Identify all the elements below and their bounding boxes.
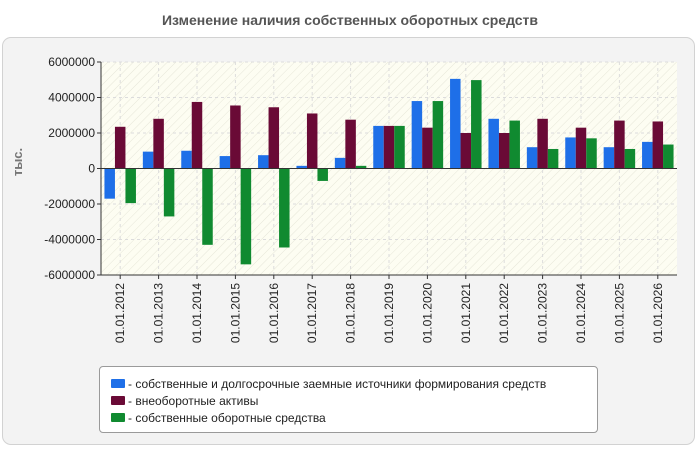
- bar-series-1: [334, 157, 346, 169]
- chart-title: Изменение наличия собственных оборотных …: [161, 12, 539, 28]
- legend-item-working-capital: - собственные оборотные средства: [100, 409, 597, 426]
- chart-legend: - собственные и долгосрочные заемные ист…: [99, 366, 598, 433]
- x-tick-label: 01.01.2019: [382, 283, 396, 343]
- x-tick-label: 01.01.2021: [459, 283, 473, 343]
- bar-series-3: [509, 120, 520, 169]
- bar-series-3: [163, 168, 175, 217]
- bar-series-2: [383, 125, 395, 169]
- x-tick-label: 01.01.2016: [267, 283, 281, 343]
- x-tick-label: 01.01.2025: [612, 283, 626, 343]
- bar-series-3: [624, 148, 636, 169]
- bar-series-2: [460, 133, 472, 169]
- bar-series-3: [279, 168, 290, 248]
- bar-series-1: [603, 147, 615, 169]
- x-tick-label: 01.01.2026: [651, 283, 665, 343]
- x-tick-label: 01.01.2012: [113, 283, 127, 343]
- bar-series-2: [230, 105, 241, 169]
- bar-series-2: [153, 118, 164, 169]
- y-tick-label: 6000000: [48, 55, 95, 69]
- legend-item-sources: - собственные и долгосрочные заемные ист…: [100, 375, 597, 392]
- bar-series-3: [394, 125, 405, 169]
- bar-series-3: [202, 168, 213, 245]
- y-tick-label: 2000000: [48, 126, 95, 140]
- bar-series-1: [450, 78, 461, 169]
- x-tick-label: 01.01.2017: [305, 283, 319, 343]
- bar-series-1: [219, 156, 231, 169]
- bar-series-2: [268, 107, 280, 169]
- legend-label-noncurrent-assets: - внеоборотные активы: [128, 393, 259, 408]
- bar-series-3: [125, 168, 136, 204]
- legend-swatch-noncurrent-assets: [111, 396, 125, 405]
- legend-swatch-sources: [111, 379, 125, 388]
- x-tick-label: 01.01.2014: [190, 283, 204, 343]
- y-tick-label: 4000000: [48, 91, 95, 105]
- bar-series-1: [181, 150, 192, 169]
- bar-series-1: [411, 101, 423, 169]
- y-tick-label: -6000000: [44, 268, 95, 282]
- bar-series-1: [642, 141, 653, 169]
- x-tick-label: 01.01.2020: [420, 283, 434, 343]
- bar-series-3: [240, 168, 252, 265]
- bar-series-1: [526, 147, 538, 169]
- bar-series-2: [498, 133, 510, 169]
- y-axis-title: тыс.: [10, 148, 25, 176]
- legend-item-noncurrent-assets: - внеоборотные активы: [100, 392, 597, 409]
- bar-series-1: [373, 125, 384, 169]
- x-tick-label: 01.01.2023: [536, 283, 550, 343]
- bar-series-1: [488, 118, 499, 169]
- y-tick-label: -2000000: [44, 197, 95, 211]
- bar-series-2: [537, 118, 548, 169]
- bar-series-1: [296, 165, 307, 169]
- bar-series-3: [586, 138, 597, 169]
- y-tick-label: -4000000: [44, 233, 95, 247]
- bar-series-2: [114, 126, 126, 169]
- bar-series-3: [432, 101, 444, 169]
- bar-series-3: [547, 148, 559, 169]
- bar-series-3: [663, 144, 674, 169]
- bar-series-1: [258, 155, 269, 169]
- bar-series-1: [142, 151, 154, 169]
- bar-series-1: [565, 137, 576, 169]
- legend-label-sources: - собственные и долгосрочные заемные ист…: [128, 376, 547, 391]
- bar-series-3: [471, 80, 482, 169]
- bar-series-2: [306, 113, 318, 169]
- bar-series-1: [104, 168, 115, 199]
- x-tick-label: 01.01.2015: [228, 283, 242, 343]
- y-tick-label: 0: [88, 162, 95, 176]
- x-tick-label: 01.01.2024: [574, 283, 588, 343]
- bar-series-2: [652, 121, 664, 169]
- bar-series-2: [345, 119, 356, 169]
- legend-label-working-capital: - собственные оборотные средства: [128, 410, 326, 425]
- bar-series-3: [355, 165, 367, 169]
- bar-series-2: [422, 127, 433, 169]
- bar-series-3: [317, 168, 328, 181]
- bar-series-2: [614, 120, 625, 169]
- x-tick-label: 01.01.2022: [497, 283, 511, 343]
- legend-swatch-working-capital: [111, 413, 125, 422]
- bar-series-2: [191, 101, 203, 169]
- x-tick-label: 01.01.2013: [152, 283, 166, 343]
- bar-series-2: [575, 127, 587, 169]
- x-tick-label: 01.01.2018: [344, 283, 358, 343]
